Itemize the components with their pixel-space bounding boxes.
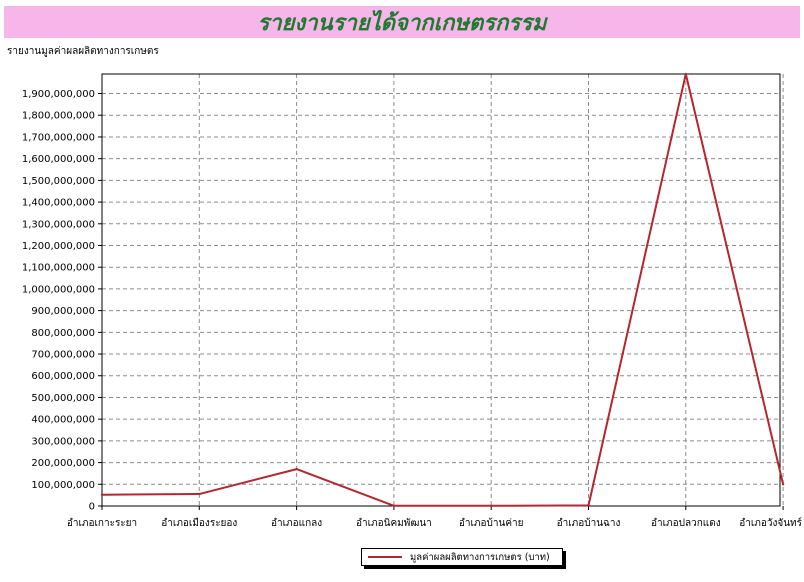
- y-tick-label: 400,000,000: [31, 415, 95, 426]
- x-tick-label: อำเภอเมืองระยอง: [161, 517, 237, 529]
- data-point: [198, 492, 201, 496]
- y-tick-label: 800,000,000: [31, 328, 95, 339]
- x-tick-label: อำเภอแกลง: [271, 518, 322, 529]
- data-point: [684, 72, 687, 76]
- x-tick-label: อำเภอนิคมพัฒนา: [356, 518, 432, 529]
- y-tick-label: 700,000,000: [31, 350, 95, 361]
- y-tick-label: 1,700,000,000: [22, 132, 95, 143]
- x-tick-label: อำเภอเกาะระยา: [67, 518, 137, 529]
- y-tick-label: 0: [89, 502, 95, 513]
- chart-series: [100, 72, 785, 507]
- y-tick-label: 1,800,000,000: [22, 111, 95, 122]
- legend-label: มูลค่าผลผลิตทางการเกษตร (บาท): [410, 551, 550, 563]
- legend-swatch: [368, 556, 402, 558]
- data-point: [295, 467, 298, 471]
- report-title: รายงานรายได้จากเกษตรกรรม: [257, 9, 547, 36]
- y-tick-label: 1,400,000,000: [22, 198, 95, 209]
- x-tick-label: อำเภอบ้านค่าย: [459, 517, 524, 529]
- x-tick-label: อำเภอบ้านฉาง: [557, 517, 621, 529]
- y-tick-label: 900,000,000: [31, 306, 95, 317]
- y-tick-label: 1,200,000,000: [22, 241, 95, 252]
- chart-subtitle: รายงานมูลค่าผลผลิตทางการเกษตร: [7, 46, 159, 57]
- chart-tick-labels: 0 100,000,000 200,000,000 300,000,000 400,00…: [22, 89, 803, 529]
- y-tick-label: 1,500,000,000: [22, 176, 95, 187]
- y-tick-label: 100,000,000: [31, 480, 95, 491]
- y-tick-label: 300,000,000: [31, 436, 95, 447]
- chart-grid: [102, 74, 784, 506]
- series-line: [101, 73, 785, 507]
- data-point: [781, 483, 785, 486]
- x-tick-label: อำเภอวังจันทร์: [739, 517, 802, 529]
- data-point: [587, 504, 590, 507]
- chart-axes: [98, 73, 784, 510]
- y-tick-label: 1,100,000,000: [22, 263, 95, 274]
- chart-legend: มูลค่าผลผลิตทางการเกษตร (บาท): [361, 548, 563, 566]
- y-tick-label: 200,000,000: [31, 458, 95, 469]
- y-tick-label: 1,600,000,000: [22, 154, 95, 165]
- x-tick-label: อำเภอปลวกแดง: [651, 518, 721, 529]
- y-tick-label: 1,000,000,000: [22, 284, 95, 295]
- y-tick-label: 500,000,000: [31, 393, 95, 404]
- data-point: [490, 504, 493, 507]
- report-title-banner: รายงานรายได้จากเกษตรกรรม: [4, 6, 800, 38]
- data-point: [100, 493, 104, 496]
- y-tick-label: 1,300,000,000: [22, 219, 95, 230]
- y-tick-label: 1,900,000,000: [22, 89, 95, 100]
- y-tick-label: 600,000,000: [31, 371, 95, 382]
- data-point: [392, 504, 396, 507]
